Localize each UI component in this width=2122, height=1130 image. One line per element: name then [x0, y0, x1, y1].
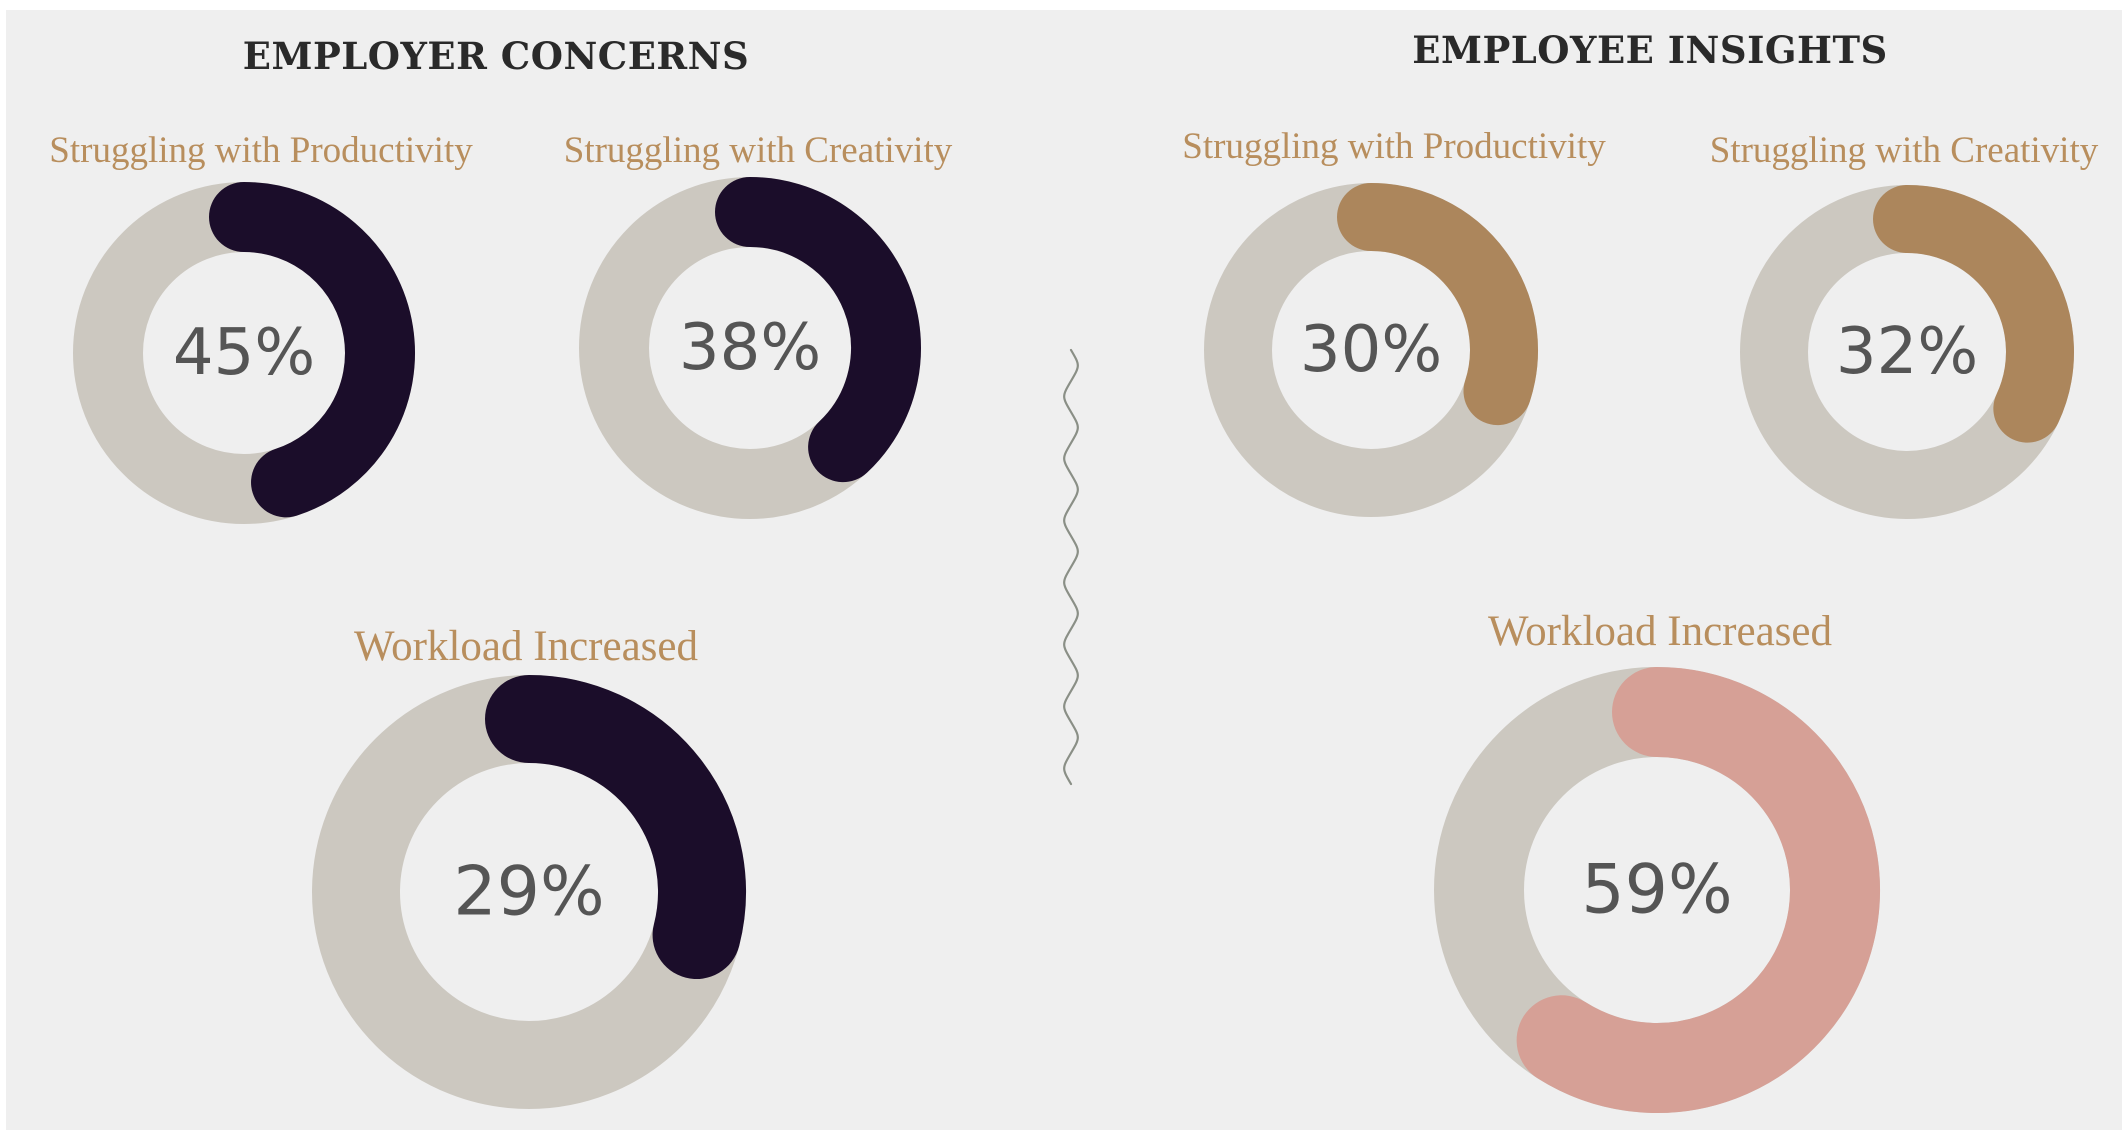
gauge-value-arc: [1337, 183, 1538, 426]
wavy-divider-line: [1063, 348, 1079, 786]
employee-workload-gauge: 59%: [1434, 667, 1880, 1113]
employee-productivity-label: Struggling with Productivity: [1182, 126, 1606, 167]
gauge-value-label: 38%: [679, 311, 821, 385]
gauge-value-label: 45%: [173, 316, 315, 390]
gauge-value-label: 29%: [453, 853, 604, 932]
employer-productivity-gauge: 45%: [73, 182, 415, 524]
employer-workload-gauge: 29%: [312, 675, 746, 1109]
gauge-value-label: 30%: [1300, 313, 1442, 387]
gauge-value-arc: [1516, 667, 1880, 1113]
employer-creativity-label: Struggling with Creativity: [563, 130, 953, 171]
gauge-value-arc: [715, 177, 921, 483]
gauge-value-arc: [485, 675, 746, 980]
employee-productivity-gauge: 30%: [1204, 183, 1538, 517]
gauge-value-arc: [1873, 185, 2074, 443]
employer-concerns-title: EMPLOYER CONCERNS: [242, 34, 750, 78]
employee-creativity-gauge: 32%: [1740, 185, 2074, 519]
infographic-canvas: EMPLOYER CONCERNS EMPLOYEE INSIGHTS Stru…: [6, 10, 2122, 1130]
gauge-value-label: 59%: [1581, 851, 1732, 930]
employee-insights-title: EMPLOYEE INSIGHTS: [1412, 28, 1888, 72]
gauge-value-label: 32%: [1836, 315, 1978, 389]
employee-workload-label: Workload Increased: [1488, 608, 1832, 655]
wavy-divider: [1063, 348, 1079, 786]
employer-creativity-gauge: 38%: [579, 177, 921, 519]
employer-productivity-label: Struggling with Productivity: [49, 130, 473, 171]
gauge-value-arc: [209, 182, 415, 518]
employee-creativity-label: Struggling with Creativity: [1709, 130, 2099, 171]
employer-workload-label: Workload Increased: [354, 623, 698, 670]
